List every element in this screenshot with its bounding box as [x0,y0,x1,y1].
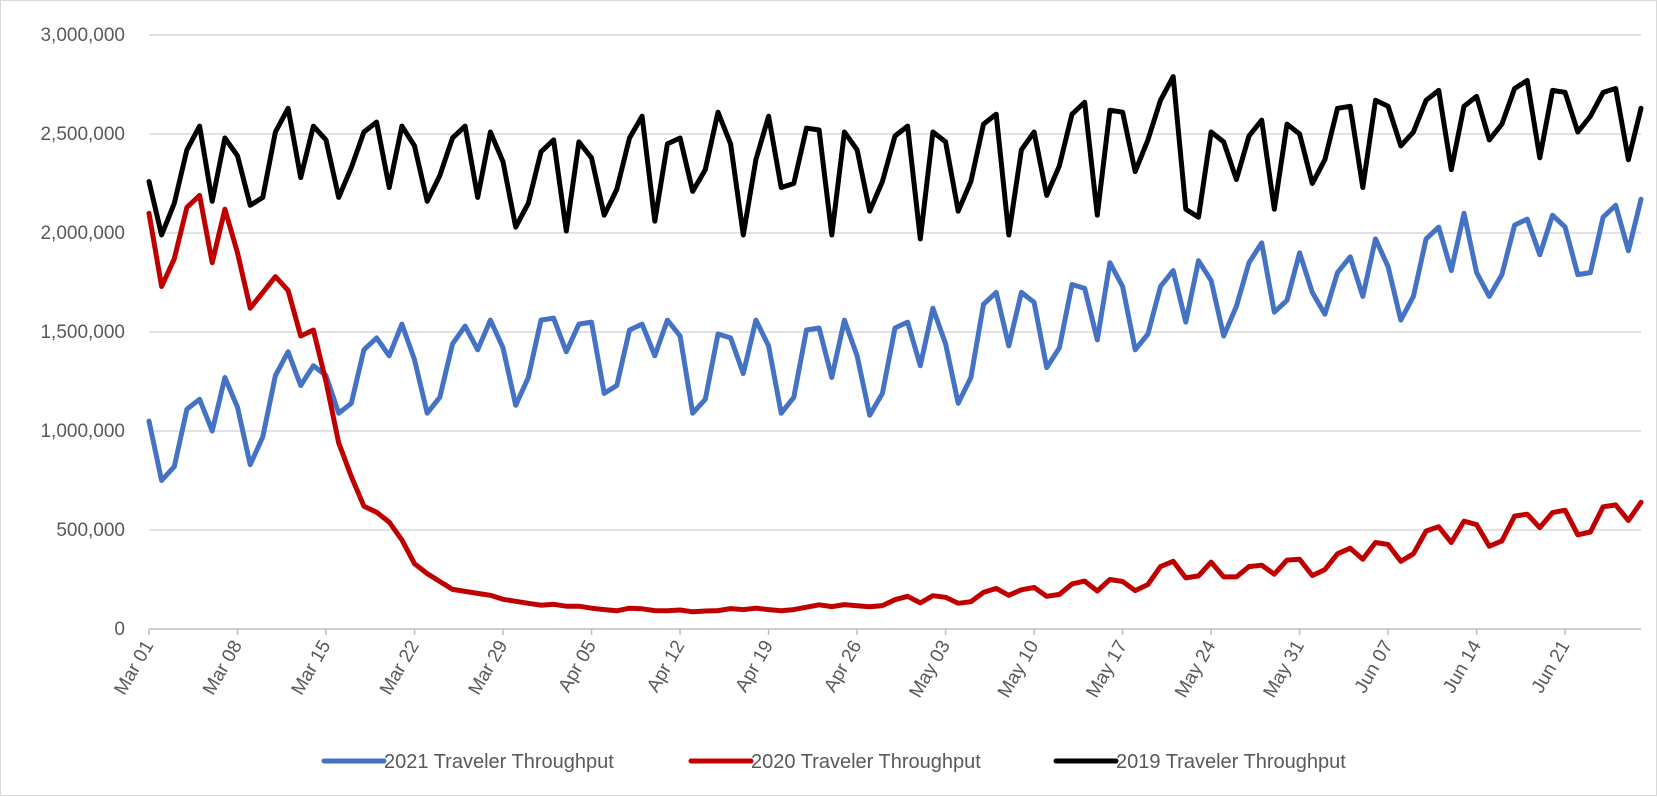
y-tick-label: 1,000,000 [40,421,125,442]
legend-label: 2020 Traveler Throughput [751,751,981,773]
legend-label: 2019 Traveler Throughput [1116,751,1346,773]
x-tick-label: May 03 [906,637,955,701]
x-tick-label: May 17 [1083,637,1132,701]
legend: 2021 Traveler Throughput 2020 Traveler Th… [321,751,1346,773]
x-tick-label: Mar 22 [376,637,424,699]
y-axis: 0 500,000 1,000,000 1,500,000 2,000,000 2,500… [40,25,125,640]
legend-label: 2021 Traveler Throughput [384,751,614,773]
y-tick-label: 2,500,000 [40,124,125,145]
y-tick-label: 500,000 [56,520,125,541]
x-tick-label: Jun 07 [1351,637,1398,697]
series-line-2019 [146,74,1644,242]
x-tick-label: May 31 [1260,637,1309,701]
y-tick-label: 2,000,000 [40,223,125,244]
x-tick-label: May 24 [1171,637,1221,702]
x-tick-label: Apr 26 [820,637,866,696]
x-axis: Mar 01 Mar 08 Mar 15 Mar 22 Mar 29 Apr 05 Apr … [111,628,1641,702]
x-tick-label: Jun 14 [1439,637,1486,697]
y-tick-label: 1,500,000 [40,322,125,343]
series-line-2020 [146,192,1644,615]
x-tick-label: Apr 19 [732,637,778,696]
series-lines [146,74,1644,615]
y-tick-label: 3,000,000 [40,25,125,46]
x-tick-label: May 10 [994,637,1043,701]
x-tick-label: Jun 21 [1528,637,1575,697]
x-tick-label: Mar 01 [111,637,159,699]
x-tick-label: Mar 08 [199,637,247,699]
x-tick-label: Mar 15 [288,637,336,699]
series-line-2021 [146,196,1644,483]
x-tick-label: Mar 29 [465,637,513,699]
x-tick-label: Apr 05 [555,637,601,696]
y-tick-label: 0 [114,619,125,640]
x-tick-label: Apr 12 [643,637,689,696]
